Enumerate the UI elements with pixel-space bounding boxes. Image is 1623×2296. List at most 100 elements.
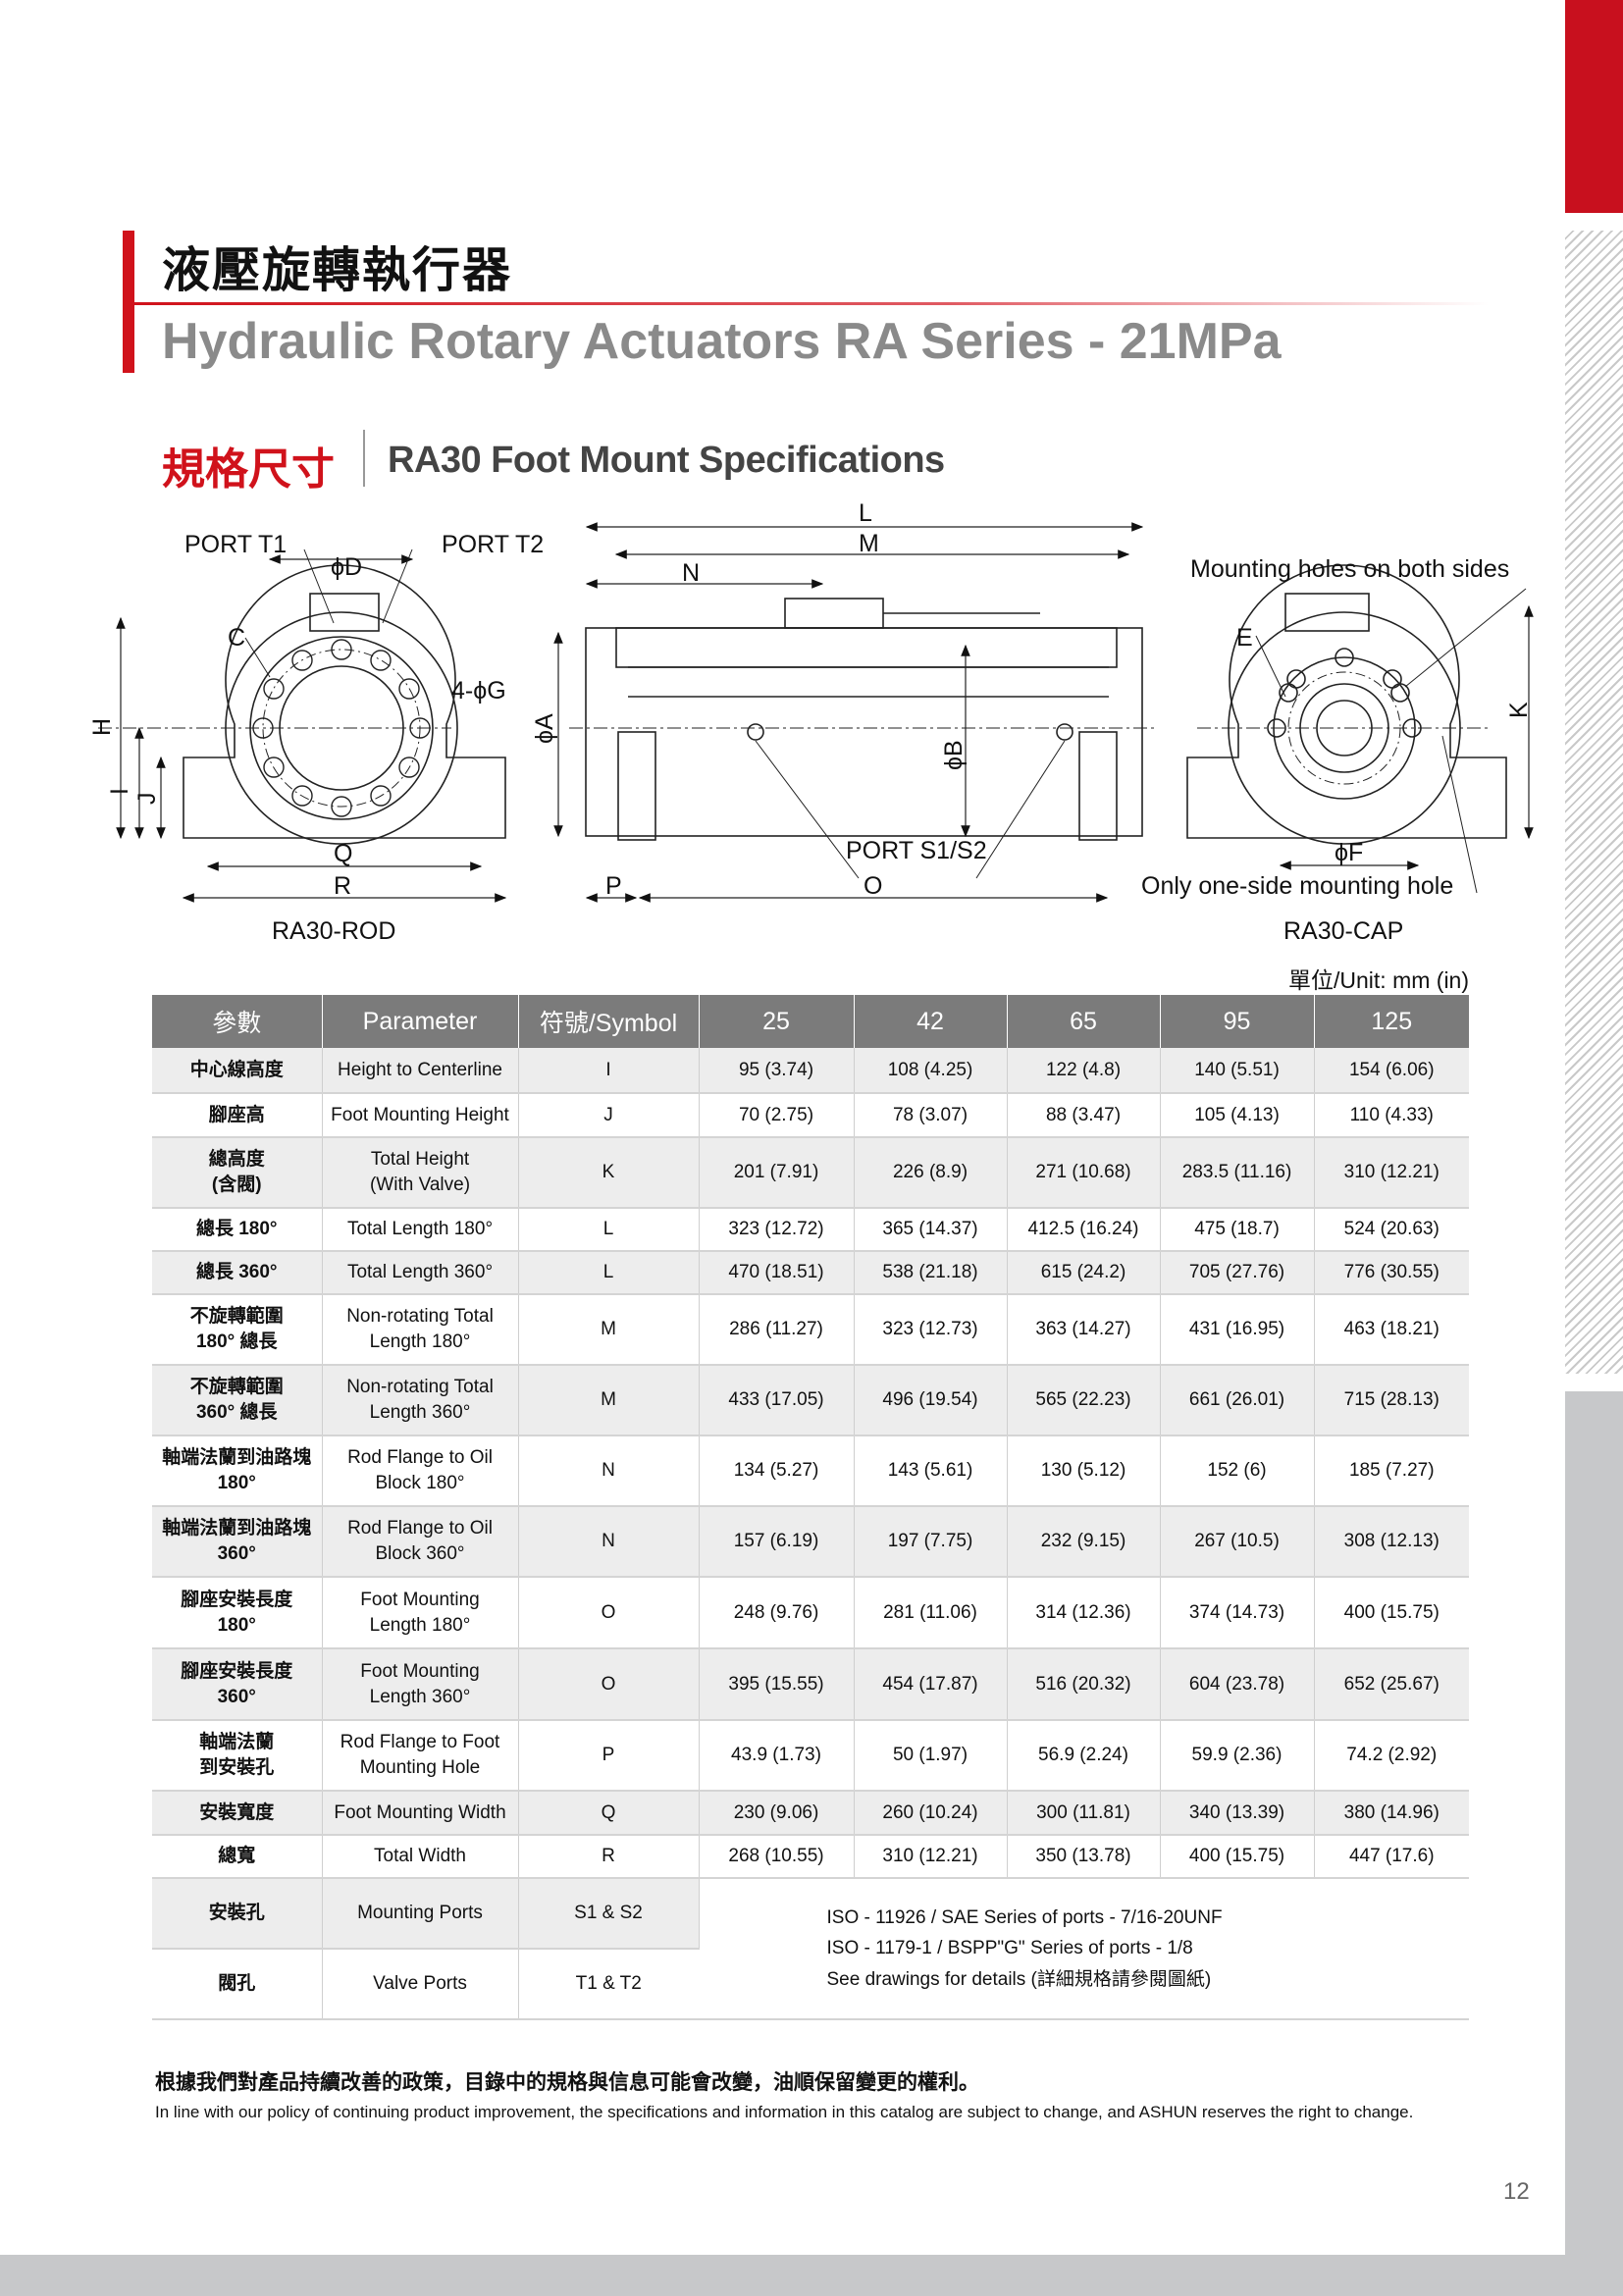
title-accent-bar xyxy=(123,231,134,373)
value-cell: 143 (5.61) xyxy=(854,1435,1008,1507)
disclaimer-en: In line with our policy of continuing pr… xyxy=(155,2103,1414,2121)
column-header: 符號/Symbol xyxy=(518,995,700,1048)
column-header: 25 xyxy=(699,995,855,1048)
dim-r-label: R xyxy=(334,872,351,900)
symbol-cell: K xyxy=(518,1137,700,1209)
value-cell: 157 (6.19) xyxy=(699,1506,855,1578)
value-cell: 310 (12.21) xyxy=(854,1835,1008,1879)
value-cell: 705 (27.76) xyxy=(1160,1251,1315,1295)
param-zh-cell: 總長 360° xyxy=(152,1251,323,1295)
value-cell: 74.2 (2.92) xyxy=(1314,1720,1469,1792)
param-en-cell: Rod Flange to Oil Block 360° xyxy=(322,1506,519,1578)
param-zh-cell: 不旋轉範圍 180° 總長 xyxy=(152,1294,323,1366)
port-t2-label: PORT T2 xyxy=(442,531,544,558)
value-cell: 260 (10.24) xyxy=(854,1791,1008,1836)
symbol-cell: R xyxy=(518,1835,700,1879)
dim-g-label: 4-ϕG xyxy=(451,677,506,704)
value-cell: 283.5 (11.16) xyxy=(1160,1137,1315,1209)
column-header: Parameter xyxy=(322,995,519,1048)
value-cell: 232 (9.15) xyxy=(1007,1506,1161,1578)
param-en-cell: Foot Mounting Length 360° xyxy=(322,1648,519,1721)
value-cell: 516 (20.32) xyxy=(1007,1648,1161,1721)
param-en-cell: Foot Mounting Height xyxy=(322,1093,519,1138)
title-divider xyxy=(134,302,1489,305)
param-zh-cell: 安裝寬度 xyxy=(152,1791,323,1836)
param-en-cell: Rod Flange to Foot Mounting Hole xyxy=(322,1720,519,1792)
symbol-cell: O xyxy=(518,1648,700,1721)
value-cell: 95 (3.74) xyxy=(699,1048,855,1094)
value-cell: 140 (5.51) xyxy=(1160,1048,1315,1094)
dim-j-label: J xyxy=(133,793,161,806)
symbol-cell: O xyxy=(518,1577,700,1649)
param-en-cell: Non-rotating Total Length 180° xyxy=(322,1294,519,1366)
value-cell: 538 (21.18) xyxy=(854,1251,1008,1295)
value-cell: 308 (12.13) xyxy=(1314,1506,1469,1578)
dim-q-label: Q xyxy=(334,840,352,867)
value-cell: 323 (12.73) xyxy=(854,1294,1008,1366)
value-cell: 43.9 (1.73) xyxy=(699,1720,855,1792)
param-zh-cell: 不旋轉範圍 360° 總長 xyxy=(152,1365,323,1436)
side-gray-band xyxy=(1565,1391,1623,2296)
value-cell: 108 (4.25) xyxy=(854,1048,1008,1094)
param-zh-cell: 軸端法蘭 到安裝孔 xyxy=(152,1720,323,1792)
symbol-cell: M xyxy=(518,1294,700,1366)
dim-o-label: O xyxy=(864,872,882,900)
symbol-cell: L xyxy=(518,1251,700,1295)
value-cell: 59.9 (2.36) xyxy=(1160,1720,1315,1792)
spec-table: 參數 Parameter 符號/Symbol 25 42 65 95 125 中心線高度 Hei… xyxy=(152,995,1469,2020)
port-note: ISO - 1179-1 / BSPP"G" Series of ports -… xyxy=(826,1938,1193,1959)
param-zh-cell: 腳座安裝長度 180° xyxy=(152,1577,323,1649)
value-cell: 496 (19.54) xyxy=(854,1365,1008,1436)
dim-e-label: E xyxy=(1236,624,1253,652)
one-side-note: Only one-side mounting hole xyxy=(1141,872,1453,900)
value-cell: 615 (24.2) xyxy=(1007,1251,1161,1295)
param-en-cell: Foot Mounting Width xyxy=(322,1791,519,1836)
table-row: 安裝孔 Mounting Ports S1 & S2 ISO - 11926 / SA… xyxy=(152,1878,1469,2020)
dim-l-label: L xyxy=(859,499,872,527)
table-row: 總寬 Total Width R 268 (10.55) 310 (12.21) 350 … xyxy=(152,1835,1469,1879)
value-cell: 524 (20.63) xyxy=(1314,1208,1469,1252)
param-en-cell: Foot Mounting Length 180° xyxy=(322,1577,519,1649)
value-cell: 365 (14.37) xyxy=(854,1208,1008,1252)
param-zh-cell: 中心線高度 xyxy=(152,1048,323,1094)
value-cell: 78 (3.07) xyxy=(854,1093,1008,1138)
port-s-label: PORT S1/S2 xyxy=(846,837,987,864)
value-cell: 470 (18.51) xyxy=(699,1251,855,1295)
table-row: 腳座高 Foot Mounting Height J 70 (2.75) 78 (3.0… xyxy=(152,1093,1469,1138)
value-cell: 400 (15.75) xyxy=(1314,1577,1469,1649)
symbol-cell: P xyxy=(518,1720,700,1792)
param-en-cell: Total Height (With Valve) xyxy=(322,1137,519,1209)
param-zh-cell: 總寬 xyxy=(152,1835,323,1879)
value-cell: 374 (14.73) xyxy=(1160,1577,1315,1649)
param-zh-cell: 閥孔 xyxy=(152,1949,323,2020)
value-cell: 134 (5.27) xyxy=(699,1435,855,1507)
symbol-cell: S1 & S2 xyxy=(518,1878,700,1950)
technical-drawing: PORT T1 PORT T2 ϕD C 4-ϕG H I J Q R RA30… xyxy=(88,499,1534,945)
table-row: 總長 180° Total Length 180° L 323 (12.72) 365 … xyxy=(152,1208,1469,1252)
dim-a-label: ϕA xyxy=(531,713,558,744)
param-en-cell: Mounting Ports xyxy=(322,1878,519,1950)
param-en-cell: Non-rotating Total Length 360° xyxy=(322,1365,519,1436)
value-cell: 310 (12.21) xyxy=(1314,1137,1469,1209)
param-en-cell: Total Length 180° xyxy=(322,1208,519,1252)
table-row: 閥孔 Valve Ports T1 & T2 xyxy=(152,1949,1469,2020)
value-cell: 412.5 (16.24) xyxy=(1007,1208,1161,1252)
dim-m-label: M xyxy=(859,530,879,557)
value-cell: 652 (25.67) xyxy=(1314,1648,1469,1721)
symbol-cell: M xyxy=(518,1365,700,1436)
side-section-view xyxy=(569,598,1158,841)
value-cell: 88 (3.47) xyxy=(1007,1093,1161,1138)
page-title-zh: 液壓旋轉執行器 xyxy=(162,244,513,297)
table-row: 安裝寬度 Foot Mounting Width Q 230 (9.06) 260 (1… xyxy=(152,1791,1469,1836)
port-note: ISO - 11926 / SAE Series of ports - 7/16… xyxy=(826,1906,1223,1928)
dim-i-label: I xyxy=(106,788,133,795)
dim-k-label: K xyxy=(1505,702,1533,718)
table-row: 總高度 (含閥) Total Height (With Valve) K 201 (7… xyxy=(152,1137,1469,1209)
table-row: 中心線高度 Height to Centerline I 95 (3.74) 108 (… xyxy=(152,1048,1469,1094)
value-cell: 380 (14.96) xyxy=(1314,1791,1469,1836)
value-cell: 463 (18.21) xyxy=(1314,1294,1469,1366)
value-cell: 105 (4.13) xyxy=(1160,1093,1315,1138)
value-cell: 268 (10.55) xyxy=(699,1835,855,1879)
param-en-cell: Total Length 360° xyxy=(322,1251,519,1295)
table-row: 軸端法蘭到油路塊 360° Rod Flange to Oil Block 360… xyxy=(152,1506,1469,1578)
